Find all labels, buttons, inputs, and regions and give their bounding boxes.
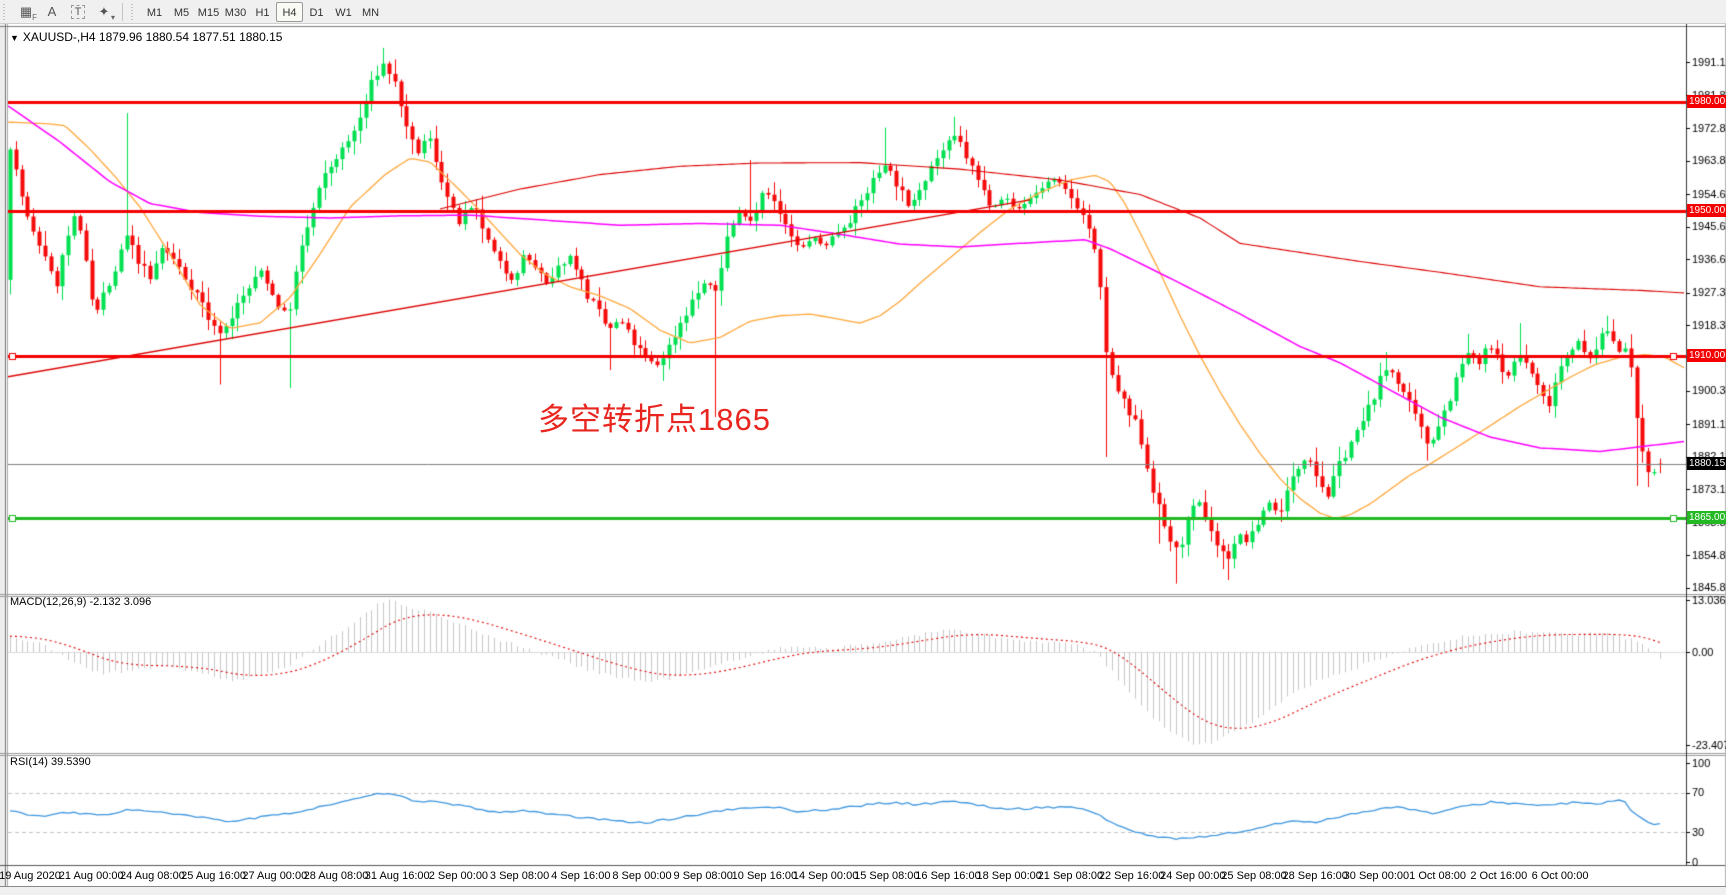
time-axis-label: 24 Aug 08:00 (119, 870, 185, 882)
timeframe-button-m30[interactable]: M30 (224, 6, 247, 19)
price-level-badge-1980.00: 1980.00 (1687, 95, 1726, 108)
rsi-indicator-label: RSI(14) 39.5390 (10, 756, 91, 768)
price-chart-canvas[interactable] (0, 24, 1726, 886)
timeframe-button-mn[interactable]: MN (361, 6, 380, 19)
time-axis-label: 15 Sep 08:00 (854, 870, 920, 882)
symbol-ohlc-text: XAUUSD-,H4 1879.96 1880.54 1877.51 1880.… (22, 30, 283, 44)
time-axis-label: 1 Oct 08:00 (1409, 870, 1467, 882)
time-axis-label: 27 Aug 00:00 (242, 870, 308, 882)
current-price-badge: 1880.15 (1687, 457, 1726, 470)
text-tool-icon: A (47, 4, 57, 19)
grid-crosshair-tool-sub-icon: F (32, 12, 37, 22)
time-axis-label: 28 Sep 16:00 (1282, 870, 1348, 882)
price-level-badge-1950.00: 1950.00 (1687, 204, 1726, 217)
chart-window: ▼ XAUUSD-,H4 1879.96 1880.54 1877.51 1880… (0, 24, 1726, 895)
timeframe-buttons-group: M1 M5 M15 M30 H1 H4 D1 W1 MN (141, 1, 384, 22)
time-axis-label: 4 Sep 16:00 (551, 870, 611, 882)
timeframe-button-m1[interactable]: M1 (146, 6, 163, 19)
time-axis-label: 16 Sep 16:00 (915, 870, 981, 882)
grid-crosshair-tool-icon: ▦ (19, 3, 33, 19)
time-axis-label: 31 Aug 16:00 (364, 870, 430, 882)
time-axis-label: 22 Sep 16:00 (1098, 870, 1165, 882)
time-axis-label: 24 Sep 00:00 (1160, 870, 1226, 882)
symbol-dropdown-icon[interactable]: ▼ (10, 33, 19, 43)
time-axis-label: 18 Sep 00:00 (976, 870, 1042, 882)
grid-crosshair-tool-button[interactable]: ▦ F (14, 2, 38, 22)
time-axis-label: 28 Aug 08:00 (303, 870, 369, 882)
timeframe-button-d1[interactable]: D1 (309, 6, 324, 19)
text-label-tool-icon: T (70, 4, 86, 19)
time-axis-label: 30 Sep 00:00 (1343, 870, 1410, 882)
timeframe-button-m15[interactable]: M15 (197, 6, 220, 19)
time-axis-label: 2 Oct 16:00 (1470, 870, 1528, 882)
time-axis-label: 2 Sep 00:00 (428, 870, 489, 882)
text-tool-button[interactable]: A (40, 2, 64, 22)
time-axis-label: 8 Sep 00:00 (612, 870, 672, 882)
time-axis-label: 10 Sep 16:00 (731, 870, 798, 882)
timeframe-button-h4[interactable]: H4 (276, 1, 303, 22)
time-axis-label: 3 Sep 08:00 (489, 870, 550, 882)
time-axis-label: 21 Sep 08:00 (1037, 870, 1104, 882)
time-axis-label: 25 Aug 16:00 (181, 870, 247, 882)
time-axis: 19 Aug 2020 21 Aug 00:00 24 Aug 08:00 25 Au… (0, 870, 1726, 886)
timeframe-drag-handle[interactable] (131, 3, 138, 20)
timeframe-button-m5[interactable]: M5 (173, 6, 190, 19)
chart-symbol-title[interactable]: ▼ XAUUSD-,H4 1879.96 1880.54 1877.51 1880… (10, 30, 282, 44)
time-axis-label: 6 Oct 00:00 (1531, 870, 1589, 882)
price-level-badge-1865.00: 1865.00 (1687, 511, 1726, 524)
macd-indicator-label: MACD(12,26,9) -2.132 3.096 (10, 596, 152, 608)
draw-objects-tool-button[interactable]: ✦ ▾ (92, 2, 116, 22)
draw-objects-tool-icon: ✦ (98, 3, 110, 19)
draw-objects-tool-sub-icon: ▾ (110, 12, 115, 22)
chart-text-annotation: 多空转折点1865 (538, 402, 771, 437)
time-axis-label: 21 Aug 00:00 (58, 870, 124, 882)
window-bottom-edge (0, 886, 1726, 895)
toolbar-drag-handle[interactable] (3, 3, 10, 20)
drawing-tools-group: ▦ F A T ✦ ▾ (13, 2, 117, 22)
time-axis-label: 14 Sep 00:00 (792, 870, 859, 882)
timeframe-button-w1[interactable]: W1 (335, 6, 352, 19)
text-label-tool-button[interactable]: T (66, 2, 90, 22)
time-axis-label: 19 Aug 2020 (0, 870, 61, 882)
timeframe-button-h1[interactable]: H1 (255, 6, 270, 19)
top-toolbar: ▦ F A T ✦ ▾ M1 M5 M15 M30 H1 H4 D1 W1 MN (0, 0, 1726, 24)
time-axis-label: 9 Sep 08:00 (673, 870, 733, 882)
price-level-badge-1910.00: 1910.00 (1687, 349, 1726, 362)
toolbar-separator (122, 2, 123, 21)
time-axis-label: 25 Sep 08:00 (1221, 870, 1287, 882)
